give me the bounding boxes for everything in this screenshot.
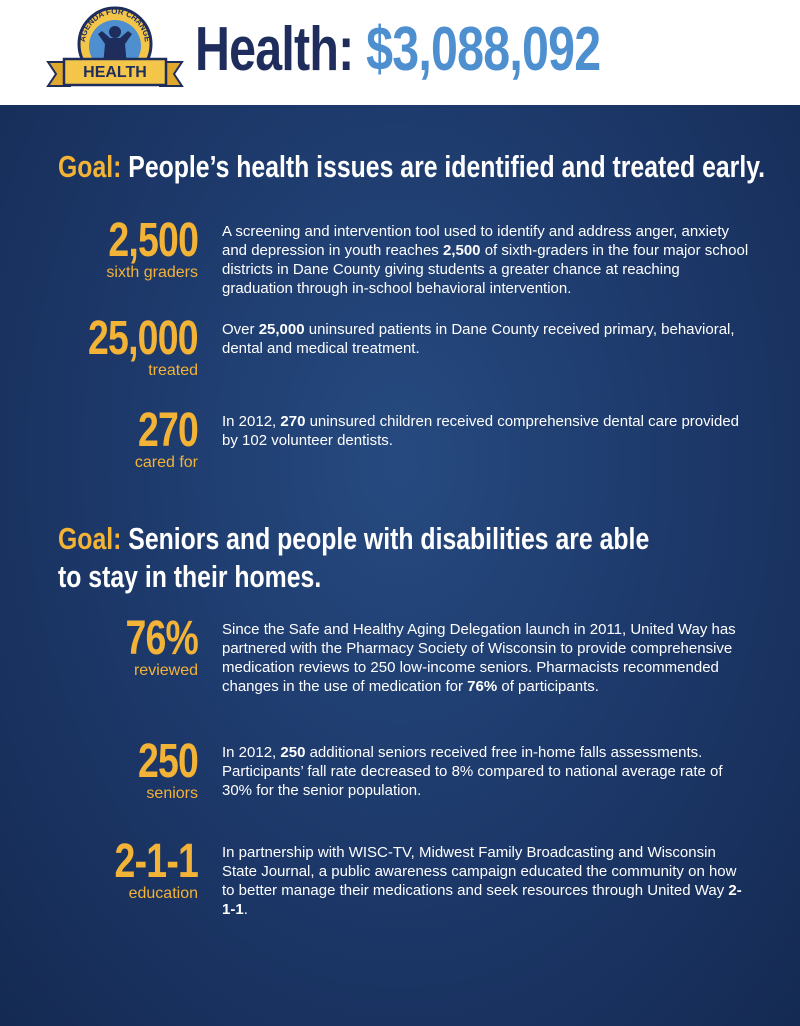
title-label: Health: (195, 15, 354, 84)
description: In 2012, 250 additional seniors received… (222, 743, 752, 800)
title-amount: $3,088,092 (366, 15, 601, 84)
description-text: A screening and intervention tool used t… (222, 223, 730, 259)
description-text: uninsured patients in Dane County receiv… (222, 321, 735, 357)
goal-label: Goal: (58, 149, 122, 184)
description-text: In 2012, (222, 744, 281, 761)
header: AGENDA FOR CHANGE HEALTH Health: $3,088,… (0, 0, 800, 105)
description-text: . (243, 901, 248, 918)
description: Since the Safe and Healthy Aging Delegat… (222, 620, 752, 696)
stat-unit: education (128, 885, 198, 902)
stat: 2,500 sixth graders (83, 214, 199, 282)
stat: 25,000 treated (57, 312, 199, 380)
description-highlight: 25,000 (258, 321, 305, 338)
description-highlight: 2,500 (442, 242, 481, 259)
description-text: In 2012, (222, 413, 281, 430)
stat-number: 270 (137, 404, 199, 457)
description: In 2012, 270 uninsured children received… (222, 412, 752, 450)
stat: 76% reviewed (105, 612, 198, 680)
description-highlight: 250 (280, 744, 306, 761)
description-text: Over (222, 321, 259, 338)
description-text: In partnership with WISC-TV, Midwest Fam… (222, 844, 737, 899)
description-text: Since the Safe and Healthy Aging Delegat… (222, 621, 736, 695)
description-text: uninsured children received comprehensiv… (222, 413, 740, 449)
stat-unit: cared for (134, 454, 198, 471)
stat: 250 seniors (121, 735, 199, 803)
stat-number: 76% (125, 612, 198, 665)
description-text: additional seniors received free in-home… (222, 744, 723, 799)
description: A screening and intervention tool used t… (222, 222, 752, 298)
stat: 2-1-1 education (91, 835, 198, 903)
description-highlight: 2-1-1 (222, 882, 742, 918)
title: Health: $3,088,092 (195, 14, 601, 85)
stat-unit: reviewed (133, 662, 198, 679)
badge: AGENDA FOR CHANGE HEALTH (46, 6, 184, 87)
description: Over 25,000 uninsured patients in Dane C… (222, 320, 752, 358)
goal-text: Seniors and people with disabilities are… (58, 521, 650, 594)
stat-number: 250 (137, 735, 199, 788)
goal-heading: Goal: Seniors and people with disabiliti… (58, 520, 666, 596)
stat-unit: seniors (146, 785, 198, 802)
goal-label: Goal: (58, 521, 122, 556)
stat-number: 25,000 (88, 312, 199, 365)
description-text: of sixth-graders in the four major schoo… (222, 242, 749, 297)
stat-unit: treated (148, 362, 198, 379)
stat-number: 2-1-1 (114, 835, 198, 888)
stat-unit: sixth graders (106, 264, 198, 281)
description-highlight: 76% (467, 678, 498, 695)
goal-heading: Goal: People’s health issues are identif… (58, 148, 800, 186)
stat: 270 cared for (121, 404, 199, 472)
description-highlight: 270 (280, 413, 306, 430)
badge-label: HEALTH (83, 64, 147, 81)
stat-number: 2,500 (108, 214, 199, 267)
goal-text: People’s health issues are identified an… (128, 149, 766, 184)
description: In partnership with WISC-TV, Midwest Fam… (222, 843, 752, 919)
description-text: of participants. (497, 678, 599, 695)
